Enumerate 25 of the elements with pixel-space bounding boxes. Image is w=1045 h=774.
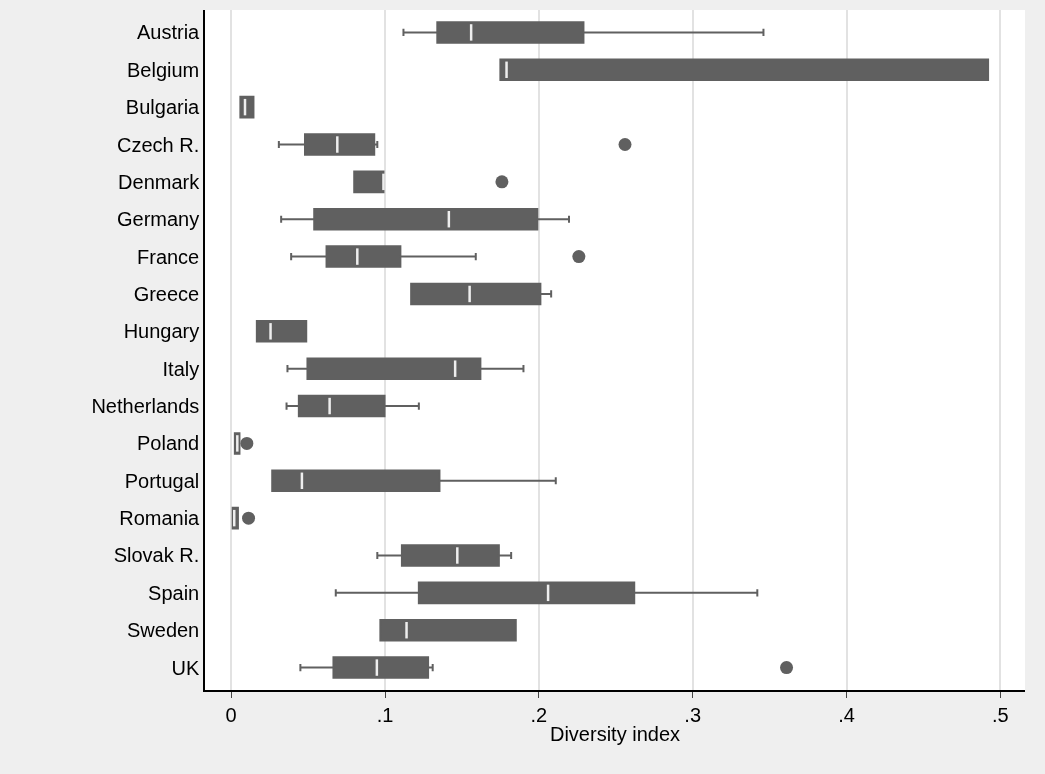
x-tick-label: .3: [684, 703, 702, 726]
y-tick-label: UK: [171, 656, 200, 679]
y-tick-label: Germany: [117, 208, 200, 231]
y-tick-label: Belgium: [126, 58, 200, 81]
y-tick-label: Romania: [119, 507, 201, 530]
y-tick-label: Sweden: [126, 619, 200, 642]
y-tick-label: Poland: [136, 432, 200, 455]
y-tick-label: Portugal: [124, 469, 200, 492]
y-tick-label: Denmark: [118, 170, 201, 193]
y-tick-label: Hungary: [123, 320, 200, 343]
x-tick-label: .1: [376, 703, 394, 726]
x-tick-label: 0: [225, 703, 237, 726]
y-tick-label: Slovak R.: [113, 544, 200, 567]
x-axis-title: Diversity index: [549, 722, 681, 745]
y-tick-label: Italy: [162, 357, 200, 380]
y-tick-label: Spain: [148, 581, 200, 604]
y-tick-label: Greece: [133, 282, 200, 305]
x-tick-label: .4: [838, 703, 855, 726]
y-tick-label: France: [137, 245, 200, 268]
y-tick-label: Netherlands: [91, 395, 200, 418]
x-tick-label: .2: [530, 703, 548, 726]
y-tick-label: Austria: [137, 21, 201, 44]
y-tick-label: Bulgaria: [125, 96, 201, 119]
x-tick-label: .5: [992, 703, 1009, 726]
y-tick-label: Czech R.: [117, 133, 200, 156]
